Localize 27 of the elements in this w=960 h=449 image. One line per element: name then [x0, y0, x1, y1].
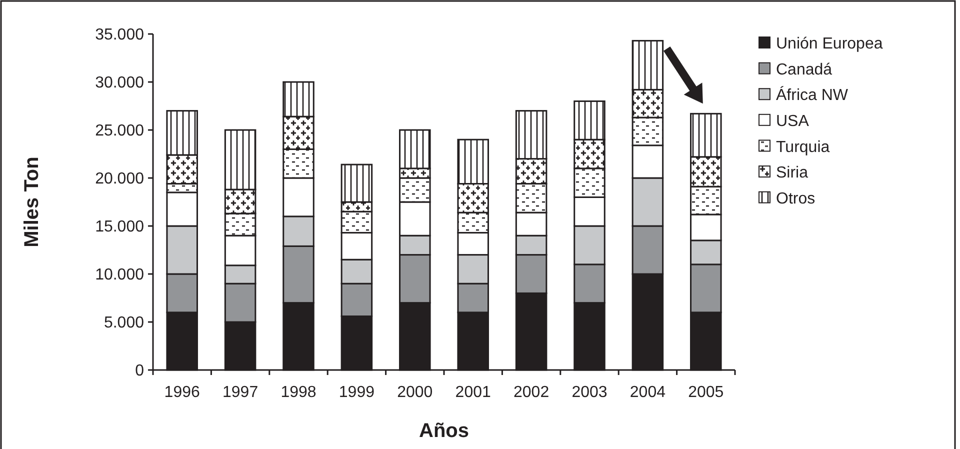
x-tick-label: 1999: [338, 384, 375, 401]
x-tick-label: 2003: [572, 384, 608, 401]
legend-label: Turquia: [776, 138, 830, 156]
legend-label: USA: [776, 113, 810, 130]
legend-label: Canadá: [776, 61, 832, 78]
y-tick-label: 0: [135, 362, 144, 380]
legend-label: Siria: [776, 164, 808, 182]
x-tick-label: 2005: [688, 384, 724, 401]
x-tick-label: 2001: [455, 384, 491, 401]
y-tick-label: 5.000: [104, 314, 144, 332]
x-axis-title: Años: [419, 420, 469, 442]
legend-label: Unión Europea: [776, 36, 883, 53]
x-tick-label: 1997: [222, 384, 258, 401]
x-tick-label: 2004: [630, 384, 666, 401]
legend-label: África NW: [776, 86, 849, 104]
x-tick-label: 1998: [280, 384, 316, 401]
y-tick-label: 10.000: [95, 266, 144, 284]
x-tick-label: 2002: [514, 384, 550, 401]
y-axis-title: Miles Ton: [21, 156, 43, 248]
x-tick-label: 2000: [397, 384, 433, 401]
y-tick-label: 30.000: [95, 74, 144, 92]
x-tick-label: 1996: [164, 384, 200, 401]
legend-label: Otros: [776, 190, 816, 208]
y-tick-label: 25.000: [95, 122, 144, 140]
y-tick-label: 35.000: [95, 26, 144, 44]
y-tick-label: 15.000: [95, 218, 144, 236]
y-tick-label: 20.000: [95, 170, 144, 188]
